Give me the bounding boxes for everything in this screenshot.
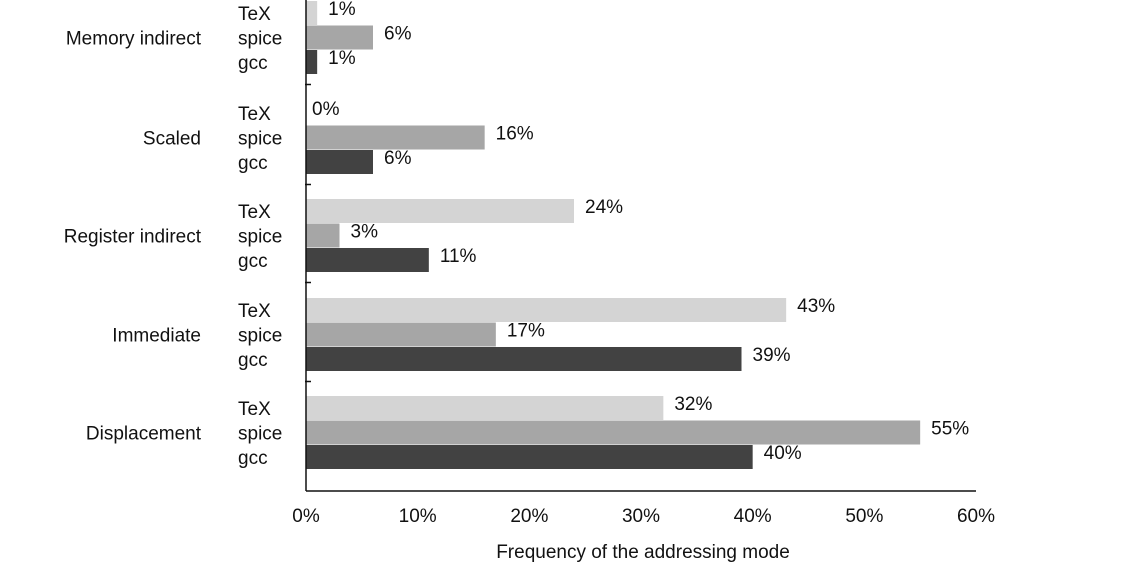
series-label-spice: spice	[238, 129, 282, 150]
bar-gcc-immediate	[306, 347, 742, 371]
value-label-tex-displacement: 32%	[674, 394, 712, 415]
value-label-spice-scaled: 16%	[496, 124, 534, 145]
value-label-spice-immediate: 17%	[507, 321, 545, 342]
bar-tex-memory-indirect	[306, 1, 318, 25]
bar-spice-immediate	[306, 322, 496, 347]
series-label-gcc: gcc	[238, 251, 268, 272]
category-label-register-indirect: Register indirect	[64, 227, 202, 248]
series-label-gcc: gcc	[238, 153, 268, 174]
category-label-immediate: Immediate	[112, 326, 201, 347]
bar-spice-memory-indirect	[306, 25, 373, 50]
bars-layer	[306, 1, 921, 469]
bar-spice-register-indirect	[306, 223, 340, 248]
x-tick-label: 40%	[734, 506, 772, 527]
value-label-tex-memory-indirect: 1%	[328, 0, 356, 20]
bar-spice-displacement	[306, 420, 921, 445]
labels-layer: Memory indirect TeX 1% spice 6% gcc 1% Scaled Te…	[64, 0, 970, 469]
category-label-memory-indirect: Memory indirect	[66, 29, 202, 50]
value-label-gcc-displacement: 40%	[764, 443, 802, 464]
series-label-spice: spice	[238, 227, 282, 248]
x-tick-label: 50%	[845, 506, 883, 527]
value-label-gcc-immediate: 39%	[753, 345, 791, 366]
bar-gcc-scaled	[306, 150, 373, 174]
x-tick-label: 20%	[510, 506, 548, 527]
bar-tex-displacement	[306, 396, 664, 420]
bar-gcc-register-indirect	[306, 248, 429, 272]
x-tick-label: 0%	[292, 506, 320, 527]
series-label-tex: TeX	[238, 202, 271, 223]
value-label-spice-displacement: 55%	[931, 419, 969, 440]
x-tick-label: 10%	[399, 506, 437, 527]
category-label-displacement: Displacement	[86, 424, 202, 445]
bar-gcc-displacement	[306, 445, 753, 469]
value-label-spice-memory-indirect: 6%	[384, 24, 412, 45]
value-label-tex-register-indirect: 24%	[585, 197, 623, 218]
bar-tex-register-indirect	[306, 199, 574, 223]
series-label-tex: TeX	[238, 399, 271, 420]
value-label-gcc-scaled: 6%	[384, 148, 412, 169]
series-label-gcc: gcc	[238, 53, 268, 74]
value-label-tex-immediate: 43%	[797, 296, 835, 317]
x-tick-label: 30%	[622, 506, 660, 527]
x-axis-label: Frequency of the addressing mode	[496, 542, 790, 563]
series-label-gcc: gcc	[238, 350, 268, 371]
value-label-spice-register-indirect: 3%	[351, 222, 379, 243]
series-label-gcc: gcc	[238, 448, 268, 469]
bar-tex-immediate	[306, 298, 787, 322]
series-label-tex: TeX	[238, 4, 271, 25]
series-label-tex: TeX	[238, 104, 271, 125]
category-label-scaled: Scaled	[143, 129, 201, 150]
series-label-spice: spice	[238, 29, 282, 50]
series-label-spice: spice	[238, 424, 282, 445]
value-label-tex-scaled: 0%	[312, 99, 340, 120]
x-axis: 0% 10% 20% 30% 40% 50% 60%	[292, 0, 995, 527]
bar-gcc-memory-indirect	[306, 50, 318, 74]
series-label-tex: TeX	[238, 301, 271, 322]
series-label-spice: spice	[238, 326, 282, 347]
value-label-gcc-register-indirect: 11%	[440, 246, 477, 267]
value-label-gcc-memory-indirect: 1%	[328, 48, 356, 69]
x-tick-label: 60%	[957, 506, 995, 527]
bar-spice-scaled	[306, 125, 485, 150]
